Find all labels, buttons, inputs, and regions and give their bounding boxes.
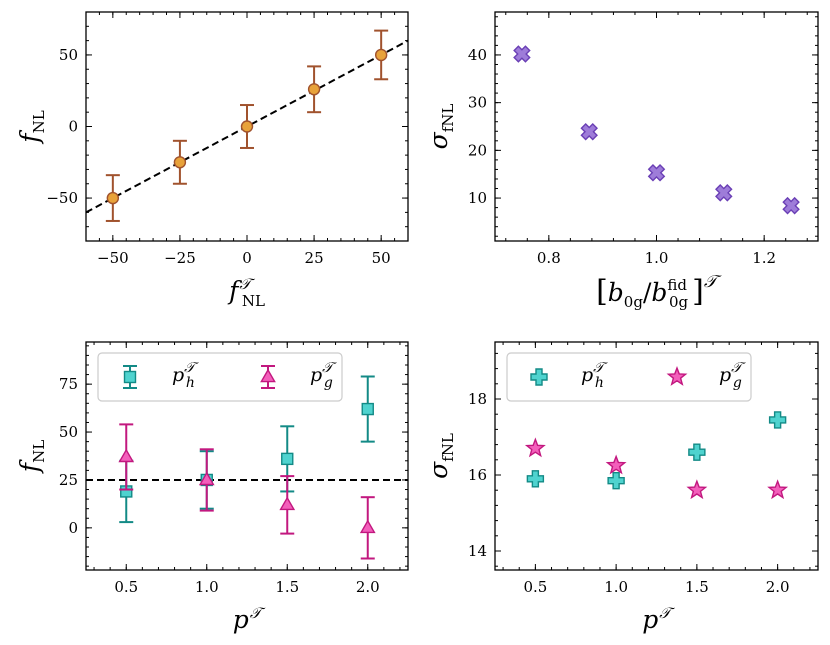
x-tick-label: 1.0 (604, 578, 628, 596)
chart-panel-top-left: −50 −25 0 25 50 −50 0 50 f𝒯 NL fNL (15, 11, 409, 310)
y-tick-label: 25 (59, 471, 78, 489)
legend (97, 352, 343, 402)
legend-marker (666, 366, 688, 386)
x-axis-label: f𝒯 NL (227, 275, 265, 310)
data-point (607, 472, 625, 490)
plot-area (86, 29, 408, 222)
data-point (281, 452, 294, 466)
plot-area (513, 45, 800, 215)
x-tick-label: 1.5 (685, 578, 709, 596)
x-tick-label: 0.8 (537, 249, 561, 267)
axes-frame (494, 341, 819, 571)
x-tick-label: −50 (97, 249, 129, 267)
x-tick-label: 2.0 (356, 578, 380, 596)
data-point (118, 448, 135, 463)
legend-marker (123, 370, 137, 384)
y-axis-label: σfNL (424, 433, 457, 479)
data-point (580, 122, 598, 141)
y-tick-label: −50 (46, 189, 78, 207)
y-tick-label: 10 (468, 189, 487, 207)
x-tick-label: 0.5 (523, 578, 547, 596)
y-axis-label: fNL (15, 110, 48, 144)
y-tick-label: 50 (59, 423, 78, 441)
data-point (526, 470, 545, 488)
data-point (173, 156, 187, 169)
x-axis-label: p𝒯 (642, 604, 675, 634)
data-point (767, 479, 789, 500)
data-point (359, 519, 376, 534)
y-tick-label: 14 (468, 542, 487, 560)
x-tick-label: 2.0 (766, 578, 790, 596)
y-tick-label: 30 (468, 94, 487, 112)
axes-frame (85, 341, 409, 571)
chart-panel-top-right: 0.8 1.0 1.2 10 20 30 40 [b0g/bfid 0g]𝒯 σfNL (424, 11, 819, 311)
x-tick-label: 0.5 (114, 578, 138, 596)
x-tick-label: 25 (305, 249, 324, 267)
x-tick-label: 1.2 (752, 249, 776, 267)
plot-area (524, 411, 789, 500)
data-point (782, 196, 800, 215)
x-tick-label: 0 (242, 249, 252, 267)
legend-marker (530, 368, 548, 386)
data-point (106, 191, 120, 205)
y-tick-label: 18 (468, 390, 487, 408)
data-point (524, 437, 546, 458)
data-point (374, 48, 388, 62)
y-axis-label: σfNL (424, 104, 457, 150)
data-point (686, 479, 708, 500)
data-point (361, 402, 374, 416)
data-point (513, 45, 531, 63)
y-tick-label: 75 (59, 375, 78, 393)
y-tick-label: 50 (59, 46, 78, 64)
data-point (240, 120, 254, 133)
x-tick-label: −25 (164, 249, 196, 267)
data-point (307, 83, 321, 96)
data-point (768, 411, 787, 429)
x-tick-label: 1.0 (195, 578, 219, 596)
data-point (647, 164, 666, 182)
data-point (715, 184, 733, 202)
data-point (688, 443, 706, 461)
plot-area (86, 375, 408, 560)
data-point (198, 471, 215, 486)
data-point (279, 496, 296, 511)
legend-marker (260, 368, 276, 383)
y-tick-label: 0 (68, 519, 78, 537)
legend (506, 352, 752, 402)
x-tick-label: 1.0 (645, 249, 669, 267)
y-tick-label: 20 (468, 141, 487, 159)
axes-frame (494, 11, 819, 242)
x-axis-label: [b0g/bfid 0g]𝒯 (596, 272, 722, 311)
x-tick-label: 50 (372, 249, 391, 267)
y-axis-label: fNL (15, 440, 48, 474)
axes-frame (85, 11, 409, 242)
x-axis-label: p𝒯 (233, 604, 266, 634)
x-tick-label: 1.5 (275, 578, 299, 596)
data-point (605, 454, 627, 475)
y-tick-label: 0 (68, 118, 78, 136)
y-tick-label: 16 (468, 466, 487, 484)
y-tick-label: 40 (468, 46, 487, 64)
